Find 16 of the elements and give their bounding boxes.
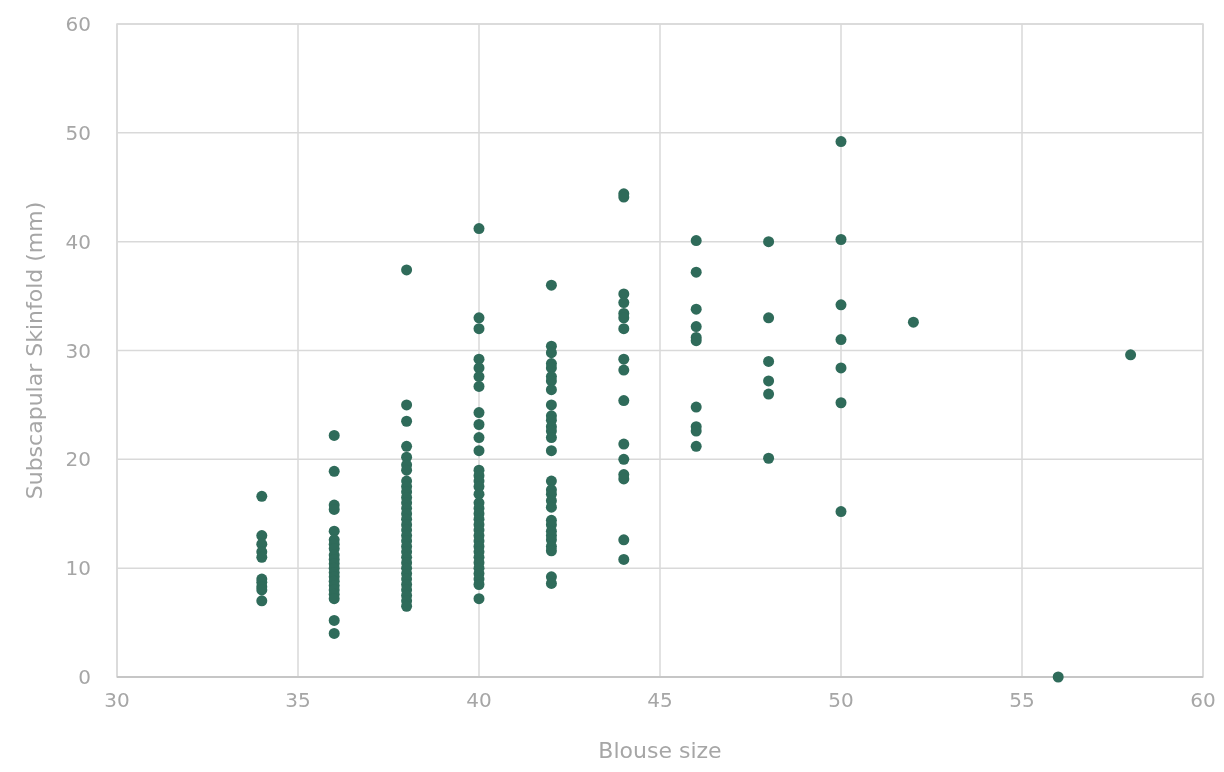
x-tick-label: 35 bbox=[285, 688, 311, 712]
y-tick-label: 20 bbox=[65, 447, 91, 472]
x-tick-label: 50 bbox=[828, 688, 854, 712]
x-tick-label: 55 bbox=[1009, 688, 1035, 712]
x-tick-label: 60 bbox=[1190, 688, 1216, 712]
x-tick-label: 30 bbox=[104, 688, 130, 712]
y-tick-label: 30 bbox=[65, 338, 91, 363]
y-tick-label: 10 bbox=[65, 556, 91, 581]
y-tick-label: 50 bbox=[65, 120, 91, 145]
y-tick-label: 0 bbox=[78, 665, 91, 689]
y-axis-title: Subscapular Skinfold (mm) bbox=[22, 201, 47, 500]
x-tick-label: 45 bbox=[647, 688, 673, 712]
x-axis-title: Blouse size bbox=[598, 738, 722, 763]
x-tick-label: 40 bbox=[466, 688, 492, 712]
y-tick-label: 60 bbox=[65, 12, 91, 36]
y-tick-label: 40 bbox=[65, 229, 91, 254]
